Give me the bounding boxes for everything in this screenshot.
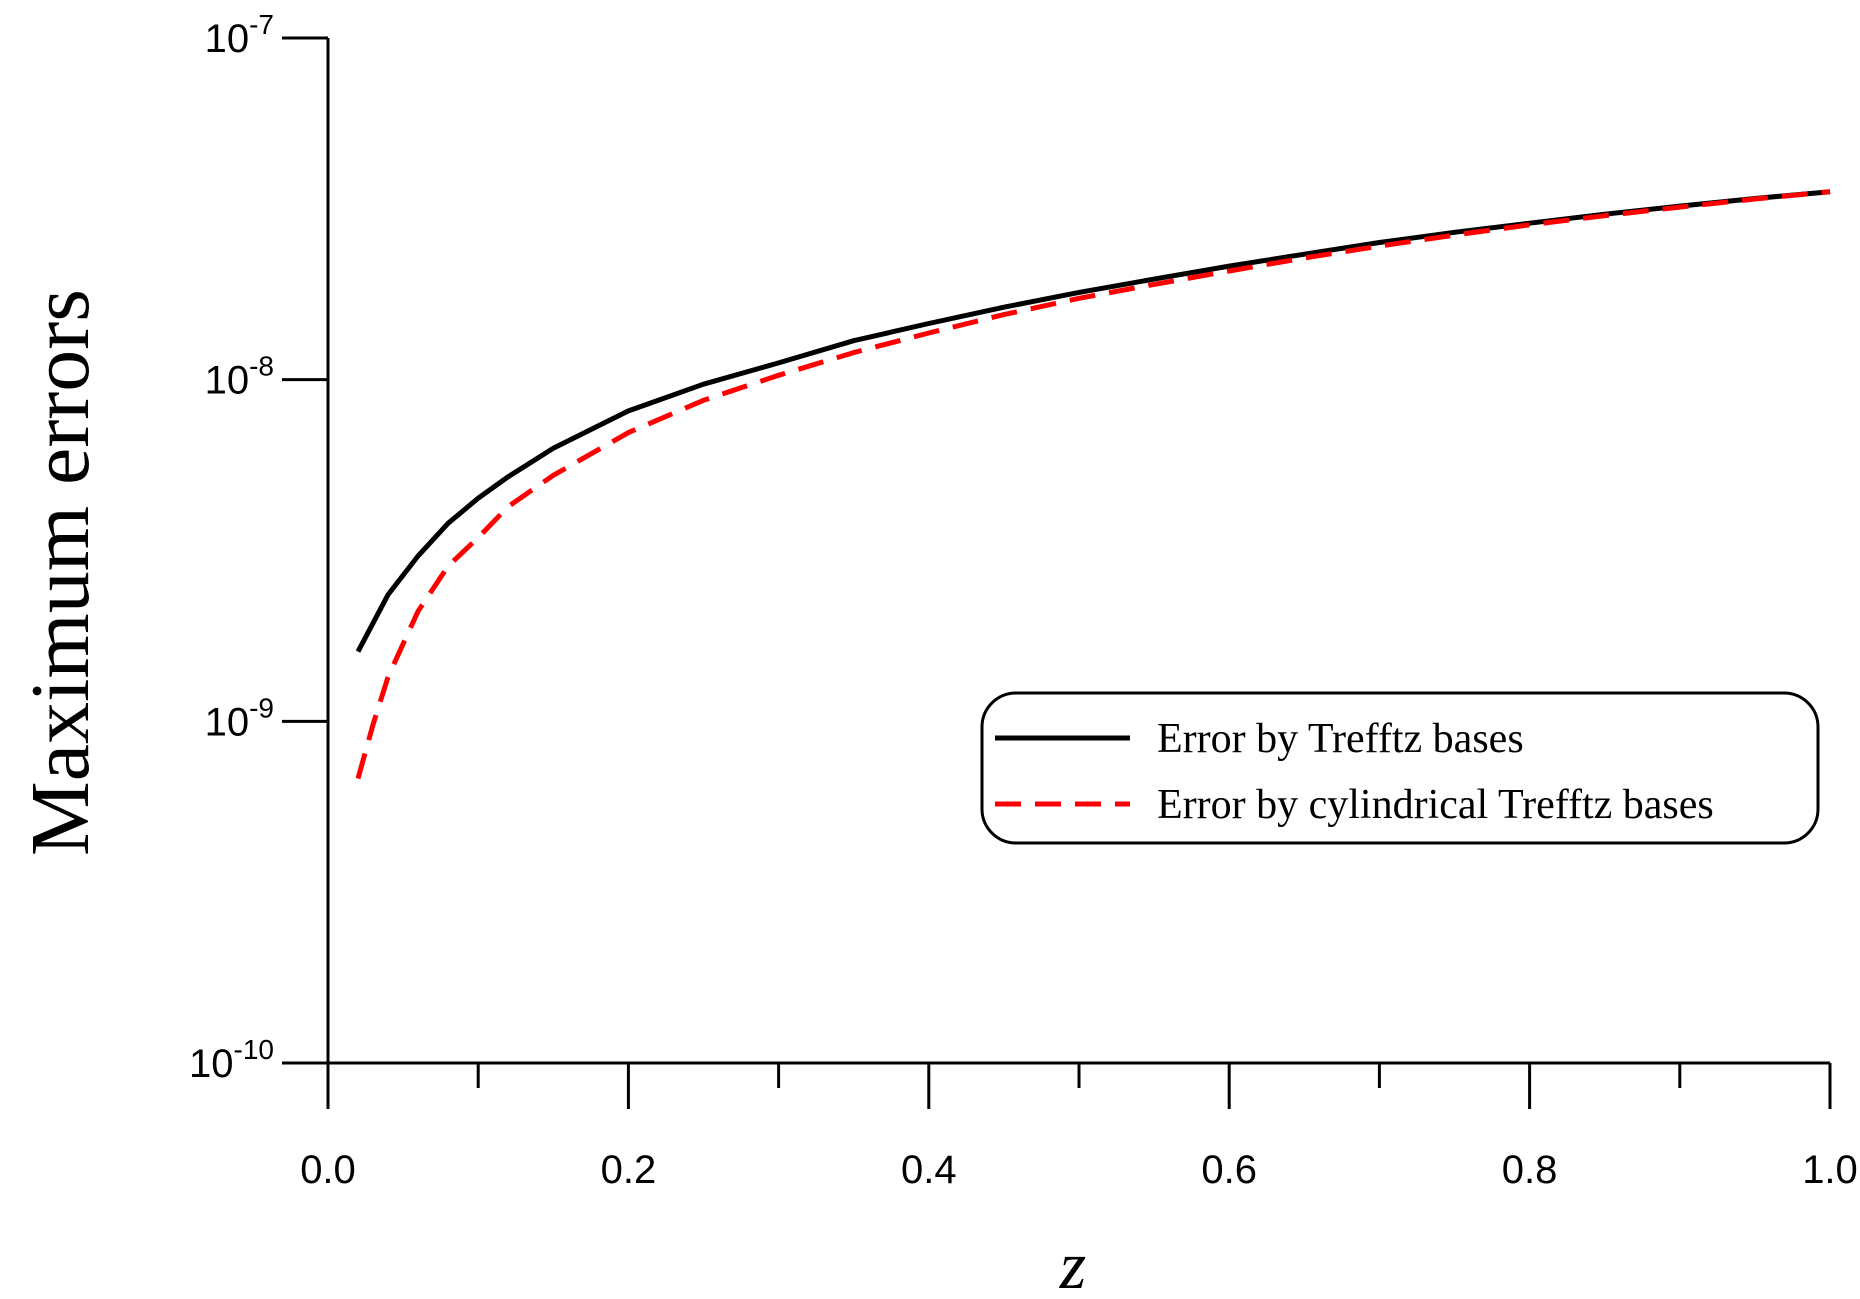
series-line-cylindrical xyxy=(355,189,1831,780)
y-axis-title: Maximum errors xyxy=(14,289,107,856)
y-tick-label: 10-7 xyxy=(205,9,274,61)
y-tick-label: 10-9 xyxy=(205,692,274,744)
series-line-trefftz xyxy=(355,189,1831,653)
legend: Error by Trefftz bases Error by cylindri… xyxy=(980,691,1820,845)
x-ticks: 0.0 0.2 0.4 0.6 0.8 1.0 xyxy=(300,1063,1858,1192)
axes xyxy=(326,38,1830,1065)
x-tick-label: 0.8 xyxy=(1502,1148,1558,1192)
y-tick-label: 10-8 xyxy=(205,351,274,403)
x-tick-label: 1.0 xyxy=(1802,1148,1858,1192)
plot-lines xyxy=(355,189,1831,780)
x-tick-label: 0.0 xyxy=(300,1148,356,1192)
x-tick-label: 0.2 xyxy=(601,1148,657,1192)
legend-box xyxy=(980,691,1820,845)
y-ticks: 10-7 10-8 10-9 10-10 xyxy=(189,9,328,1086)
x-tick-label: 0.6 xyxy=(1201,1148,1257,1192)
legend-label-cylindrical: Error by cylindrical Trefftz bases xyxy=(1157,782,1714,828)
legend-label-trefftz: Error by Trefftz bases xyxy=(1157,716,1524,762)
x-tick-label: 0.4 xyxy=(901,1148,957,1192)
x-axis-title: z xyxy=(1059,1227,1086,1299)
y-tick-label: 10-10 xyxy=(189,1034,274,1086)
